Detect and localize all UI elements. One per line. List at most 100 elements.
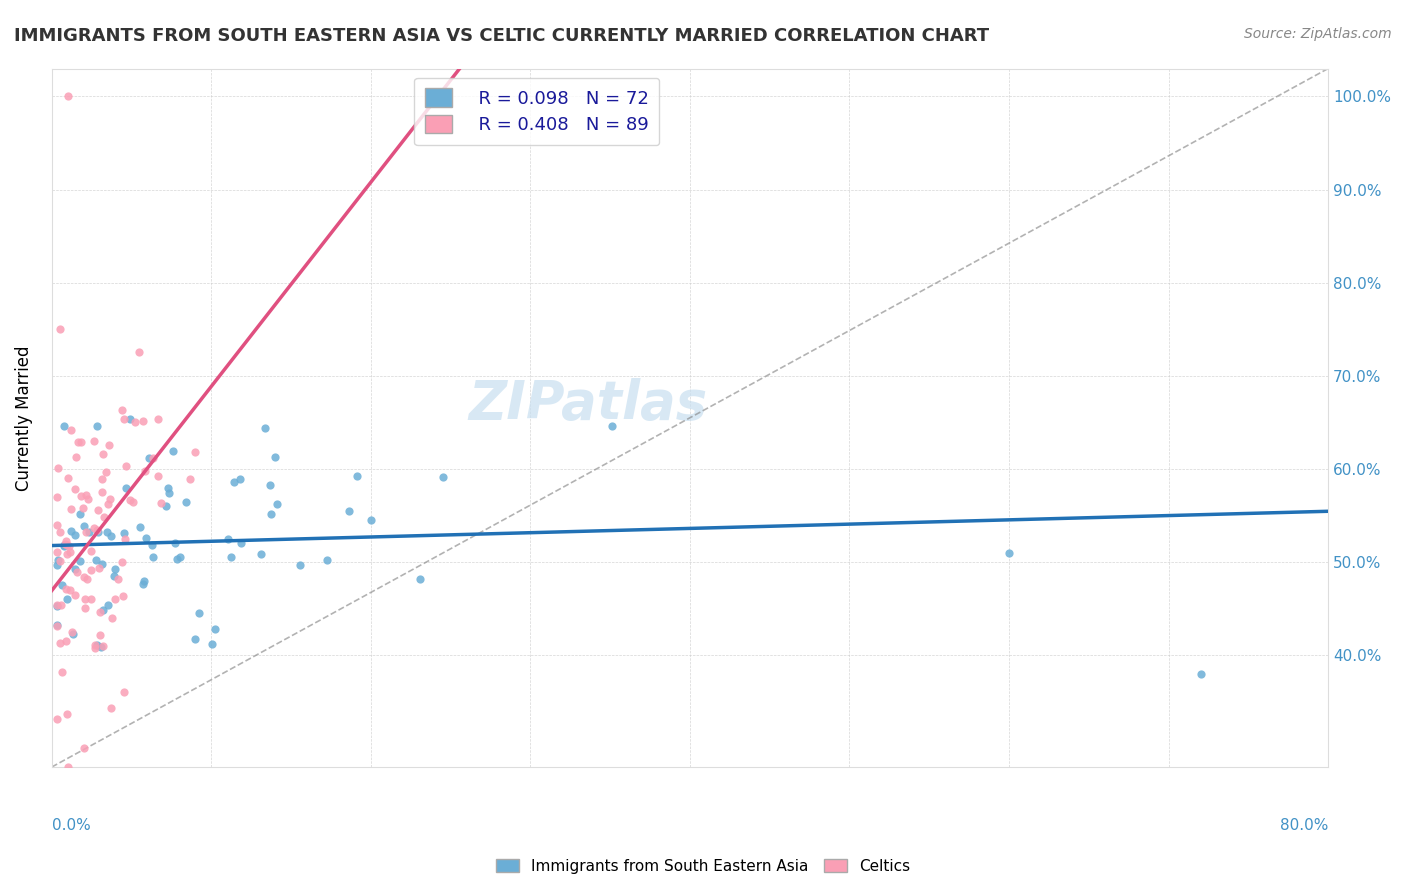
Point: [97, 437, 120, 451]
Point: [131, 414, 153, 428]
Point: [101, 611, 124, 625]
Point: [70, 489, 93, 503]
Point: [112, 412, 135, 426]
Point: [87, 503, 110, 517]
Point: [65, 450, 87, 465]
Point: [75, 525, 97, 540]
Point: [114, 459, 136, 474]
Point: [142, 549, 165, 564]
Point: [157, 486, 180, 500]
Point: [73, 600, 96, 615]
Point: [201, 637, 224, 651]
Point: [179, 472, 201, 486]
Point: [90, 640, 112, 655]
Point: [249, 547, 271, 561]
Point: [49, 524, 72, 539]
Legend:   R = 0.098   N = 72,   R = 0.408   N = 89: R = 0.098 N = 72, R = 0.408 N = 89: [415, 78, 659, 145]
Point: [96, 525, 118, 540]
Point: [83, 521, 105, 535]
Point: [76, 491, 98, 506]
Point: [45, 598, 67, 612]
Point: [107, 572, 129, 586]
Point: [169, 550, 191, 565]
Point: [86, 418, 108, 433]
Point: [66, 566, 89, 580]
Point: [135, 531, 157, 545]
Point: [77, 524, 100, 539]
Point: [128, 520, 150, 534]
Point: [46, 461, 69, 475]
Point: [51, 578, 73, 592]
Point: [48, 322, 70, 336]
Point: [80, 544, 103, 558]
Point: [97, 598, 120, 612]
Point: [56, 760, 79, 774]
Point: [155, 500, 177, 514]
Point: [83, 434, 105, 448]
Point: [58, 471, 80, 485]
Point: [141, 537, 163, 551]
Point: [45, 517, 67, 532]
Point: [45, 619, 67, 633]
Point: [432, 470, 454, 484]
Point: [70, 434, 93, 449]
Point: [128, 345, 150, 359]
Point: [346, 469, 368, 483]
Point: [73, 570, 96, 584]
Point: [60, 624, 83, 639]
Point: [89, 605, 111, 619]
Point: [53, 538, 76, 552]
Point: [53, 537, 76, 551]
Point: [184, 632, 207, 646]
Point: [58, 539, 80, 553]
Text: ZIPatlas: ZIPatlas: [468, 378, 707, 430]
Point: [254, 421, 277, 435]
Point: [97, 497, 120, 511]
Point: [231, 536, 253, 550]
Text: IMMIGRANTS FROM SOUTH EASTERN ASIA VS CELTIC CURRENTLY MARRIED CORRELATION CHART: IMMIGRANTS FROM SOUTH EASTERN ASIA VS CE…: [14, 27, 990, 45]
Point: [1189, 666, 1212, 681]
Point: [49, 554, 72, 568]
Point: [112, 590, 135, 604]
Point: [91, 447, 114, 461]
Point: [224, 475, 246, 490]
Point: [134, 464, 156, 478]
Point: [264, 450, 287, 465]
Point: [89, 628, 111, 642]
Point: [45, 618, 67, 632]
Point: [45, 599, 67, 614]
Point: [45, 712, 67, 726]
Point: [63, 588, 86, 602]
Point: [55, 582, 77, 597]
Point: [51, 599, 73, 613]
Point: [103, 568, 125, 582]
Legend: Immigrants from South Eastern Asia, Celtics: Immigrants from South Eastern Asia, Celt…: [489, 853, 917, 880]
Point: [138, 450, 160, 465]
Point: [162, 443, 184, 458]
Point: [49, 636, 72, 650]
Point: [84, 553, 107, 567]
Point: [87, 561, 110, 575]
Point: [73, 519, 96, 533]
Point: [409, 572, 432, 586]
Point: [75, 488, 97, 502]
Point: [166, 552, 188, 566]
Point: [91, 603, 114, 617]
Point: [73, 591, 96, 606]
Point: [52, 419, 75, 434]
Point: [45, 558, 67, 572]
Point: [115, 482, 138, 496]
Point: [69, 554, 91, 568]
Y-axis label: Currently Married: Currently Married: [15, 345, 32, 491]
Point: [45, 545, 67, 559]
Point: [260, 508, 283, 522]
Point: [91, 639, 114, 653]
Point: [59, 501, 82, 516]
Point: [51, 665, 73, 679]
Text: 0.0%: 0.0%: [52, 818, 90, 833]
Point: [80, 592, 103, 607]
Point: [174, 495, 197, 509]
Point: [100, 528, 122, 542]
Point: [112, 685, 135, 699]
Point: [111, 403, 134, 417]
